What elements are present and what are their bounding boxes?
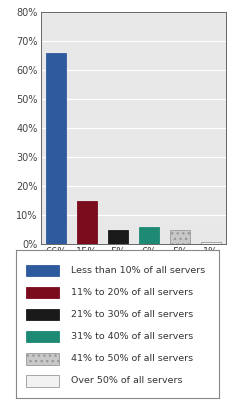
Text: Less than 10% of all servers: Less than 10% of all servers [71,266,204,275]
Bar [26,375,59,387]
Bar [200,242,220,244]
Bar [26,287,59,298]
Bar [138,227,158,244]
Bar [26,265,59,276]
Text: 31% to 40% of all servers: 31% to 40% of all servers [71,332,192,341]
Text: Over 50% of all servers: Over 50% of all servers [71,377,182,385]
Bar [169,230,189,244]
Text: 11% to 20% of all servers: 11% to 20% of all servers [71,288,192,297]
Bar [107,230,128,244]
Text: 41% to 50% of all servers: 41% to 50% of all servers [71,354,192,363]
Text: 21% to 30% of all servers: 21% to 30% of all servers [71,310,192,319]
Bar [26,353,59,365]
Bar [77,201,97,244]
Bar [46,53,66,244]
Bar [26,331,59,343]
Bar [26,309,59,320]
